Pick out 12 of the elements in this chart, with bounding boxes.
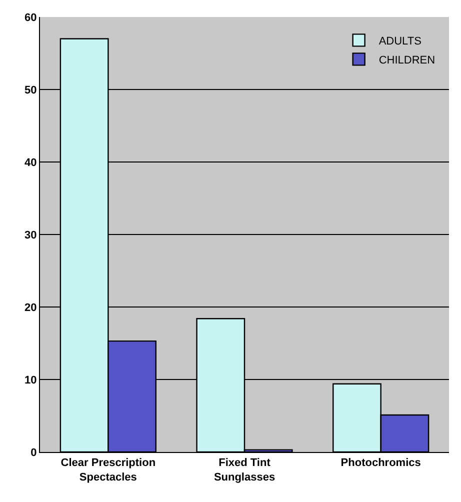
- y-tick-label: 30: [24, 229, 37, 242]
- y-tick-label: 50: [24, 84, 37, 96]
- x-tick-label: Photochromics: [340, 457, 421, 470]
- y-tick-label: 40: [24, 156, 37, 169]
- legend-label: ADULTS: [378, 35, 422, 48]
- y-tick-label: 60: [24, 12, 37, 24]
- y-tick-label: 20: [24, 302, 37, 314]
- y-tick-label: 0: [30, 446, 37, 459]
- x-tick-label: Clear Prescription Spectacles: [60, 457, 156, 484]
- y-tick-label: 10: [24, 374, 37, 386]
- legend-label: CHILDREN: [378, 54, 436, 66]
- x-tick-label: Fixed Tint Sunglasses: [214, 457, 276, 484]
